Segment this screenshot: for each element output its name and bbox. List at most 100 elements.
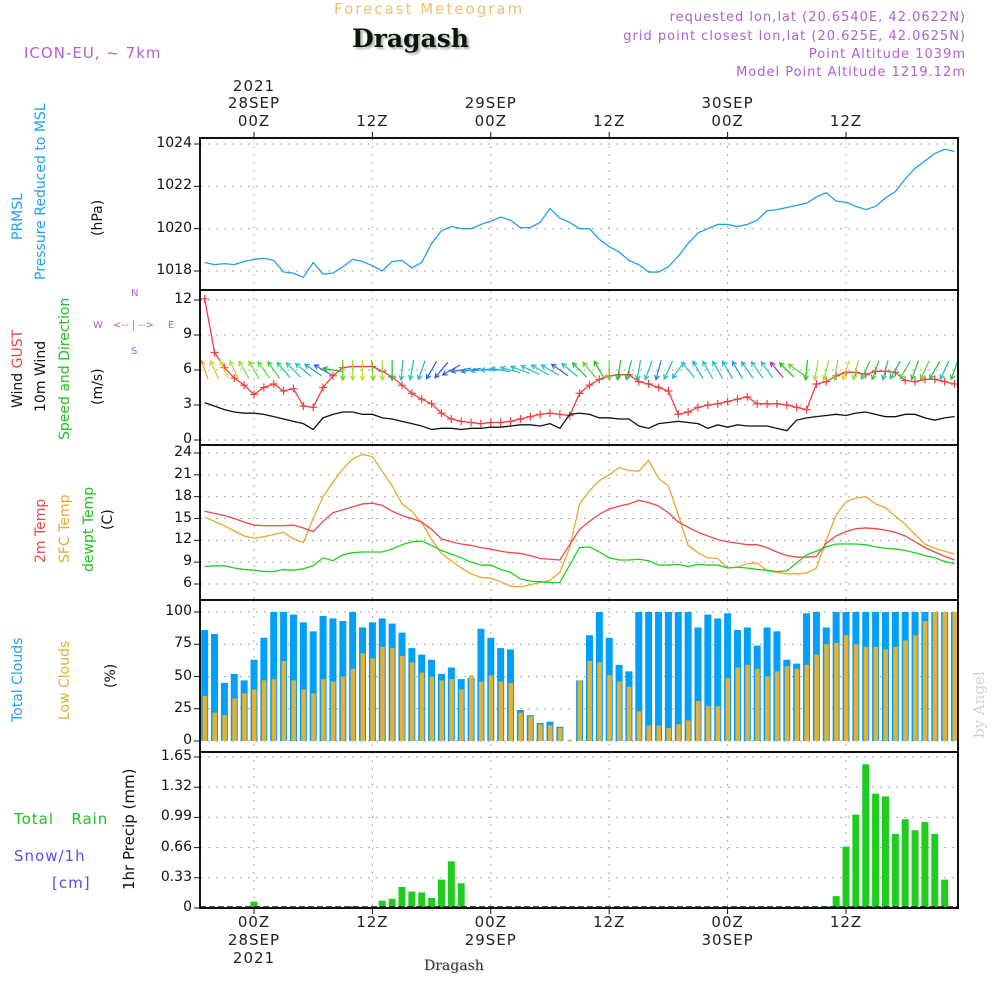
grid-point-coords: grid point closest lon,lat (20.625E, 42.… xyxy=(623,29,966,44)
rain-bar xyxy=(408,891,416,908)
y-tick-label: 50 xyxy=(174,667,192,684)
gust-marker xyxy=(802,405,811,414)
low-cloud-bar xyxy=(212,712,218,741)
rain-bar xyxy=(872,793,880,908)
wind-arrow xyxy=(425,361,438,380)
y-tick-label: 100 xyxy=(165,603,192,619)
wind-arrow xyxy=(721,360,734,379)
bottom-axis-time: 12Z xyxy=(356,913,389,931)
y-tick-label: 21 xyxy=(174,465,192,482)
low-cloud-bar xyxy=(656,725,662,741)
low-cloud-bar xyxy=(666,728,671,741)
model-point-altitude: Model Point Altitude 1219.12m xyxy=(736,65,966,80)
gust-marker xyxy=(703,401,712,409)
low-cloud-bar xyxy=(784,666,790,741)
panel-frame xyxy=(199,751,959,909)
low-cloud-bar xyxy=(439,680,444,741)
gust-marker xyxy=(279,387,288,395)
wind-arrow xyxy=(520,364,540,375)
gust-marker xyxy=(763,399,772,408)
wind-arrow xyxy=(821,360,830,381)
y-tick-label: 0 xyxy=(183,732,192,748)
gust-marker xyxy=(230,374,239,383)
compass-s: S xyxy=(131,346,138,357)
low-cloud-bar xyxy=(617,681,622,741)
wind-arrow xyxy=(803,359,809,382)
top-axis-day: 28SEP xyxy=(227,94,281,112)
low-cloud-bar xyxy=(686,720,691,741)
low-cloud-bar xyxy=(597,662,602,741)
low-cloud-bar xyxy=(400,655,405,741)
wind-arrow xyxy=(349,360,356,382)
total-cloud-bar xyxy=(724,613,732,741)
wind-arrow xyxy=(321,366,343,373)
gust-marker xyxy=(753,399,762,408)
wind-arrow xyxy=(407,360,415,382)
wind-arrow xyxy=(389,360,396,382)
total-cloud-bar xyxy=(201,630,209,741)
rain-bar xyxy=(891,833,899,908)
low-cloud-bar xyxy=(873,646,879,741)
wind-arrow xyxy=(571,362,588,378)
total-cloud-bar xyxy=(684,612,692,741)
wind-arrow xyxy=(359,360,366,382)
wind-arrow xyxy=(593,360,605,379)
wind-arrow xyxy=(398,359,405,382)
wind-arrow xyxy=(561,362,578,377)
y-tick-label: 0.99 xyxy=(160,808,192,825)
wind-arrow xyxy=(248,360,260,379)
wind-arrow xyxy=(851,360,860,381)
y-tick-label: 12 xyxy=(174,291,192,307)
bottom-axis-time: 00Z xyxy=(237,913,271,931)
low-cloud-bar xyxy=(567,739,573,741)
low-cloud-bar xyxy=(311,693,316,741)
y-tick-label: 25 xyxy=(174,699,192,716)
low-cloud-bar xyxy=(419,672,425,741)
rain-label: Rain xyxy=(71,810,109,828)
low-cloud-bar xyxy=(814,654,819,741)
wind-arrow xyxy=(692,360,704,379)
y-tick-label: 0.33 xyxy=(160,868,192,885)
total-cloud-bar xyxy=(299,622,307,741)
rain-bar xyxy=(437,879,445,908)
low-cloud-bar xyxy=(370,658,375,741)
gust-marker xyxy=(565,411,574,420)
rain-bar xyxy=(447,861,455,908)
gust-marker xyxy=(782,401,791,409)
wind-arrow xyxy=(787,363,806,377)
low-cloud-bar xyxy=(548,725,553,741)
gust-marker xyxy=(674,410,683,419)
total-cloud-bar xyxy=(704,614,712,741)
gust-marker xyxy=(743,392,752,401)
wind-arrow xyxy=(550,363,569,377)
low-cloud-bar xyxy=(449,679,454,741)
top-axis-time: 00Z xyxy=(237,112,271,130)
y-tick-label: 1.32 xyxy=(160,778,192,795)
low-cloud-bar xyxy=(538,724,543,741)
wind-arrow xyxy=(209,359,220,380)
low-cloud-bar xyxy=(330,681,336,741)
low-cloud-bar xyxy=(607,675,612,741)
chart-title: Forecast Meteogram xyxy=(334,0,525,18)
low-cloud-bar xyxy=(745,664,750,741)
y-tick-label: 1018 xyxy=(156,262,192,278)
y-tick-label: 0 xyxy=(183,899,192,915)
snow-unit-label: [cm] xyxy=(52,874,91,892)
bottom-axis-year: 2021 xyxy=(232,949,276,967)
low-cloud-bar xyxy=(261,680,267,741)
low-cloud-bar xyxy=(390,648,395,741)
low-cloud-bar xyxy=(794,668,800,741)
top-axis-day: 29SEP xyxy=(464,94,517,112)
low-cloud-bar xyxy=(824,644,829,741)
gust-marker xyxy=(792,403,801,412)
wind-arrow xyxy=(841,360,850,381)
bottom-axis-time: 12Z xyxy=(829,913,863,931)
gust-marker xyxy=(506,417,515,426)
low-cloud-bar xyxy=(577,680,583,741)
gust-marker xyxy=(250,390,258,399)
low-cloud-bar xyxy=(232,698,237,741)
low-cloud-bar xyxy=(469,675,474,741)
y-tick-label: 3 xyxy=(183,396,192,412)
top-axis-day: 30SEP xyxy=(701,94,754,112)
gust-marker xyxy=(486,418,495,427)
